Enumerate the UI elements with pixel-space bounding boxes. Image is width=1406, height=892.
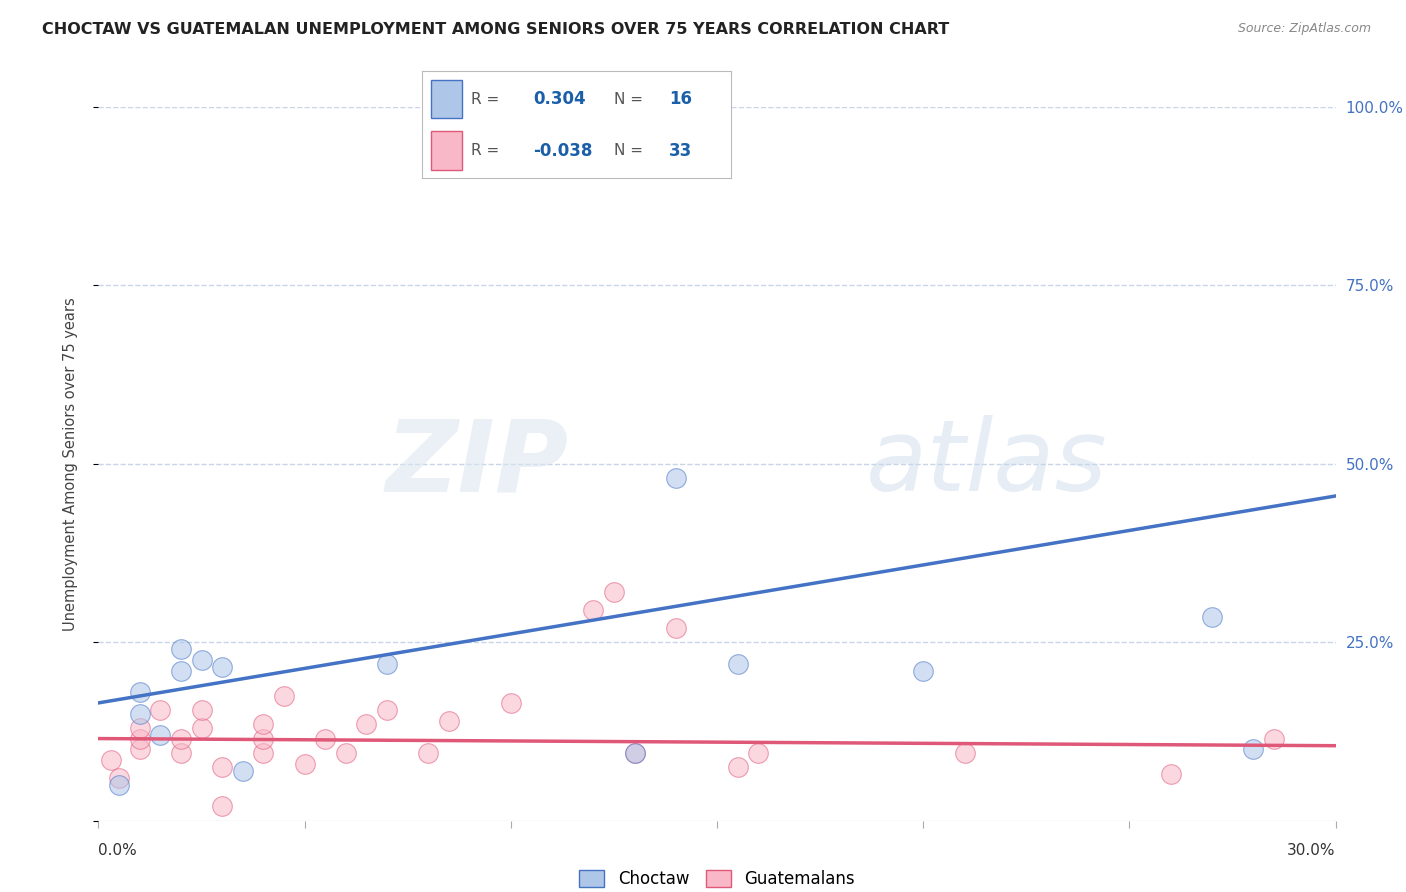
Text: 33: 33: [669, 142, 693, 160]
Point: [170, 731, 193, 746]
Point: [727, 760, 749, 774]
Point: [623, 746, 645, 760]
Point: [1263, 731, 1285, 746]
Point: [1160, 767, 1182, 781]
Point: [747, 746, 769, 760]
Legend: Choctaw, Guatemalans: Choctaw, Guatemalans: [572, 863, 862, 892]
Point: [170, 746, 193, 760]
Point: [170, 642, 193, 657]
Point: [273, 689, 295, 703]
Point: [418, 746, 440, 760]
Point: [211, 760, 233, 774]
Text: -0.038: -0.038: [533, 142, 592, 160]
Point: [128, 685, 150, 699]
Point: [623, 746, 645, 760]
Text: 0.0%: 0.0%: [98, 843, 138, 858]
Bar: [432, 80, 463, 119]
Point: [170, 664, 193, 678]
Text: R =: R =: [471, 143, 499, 158]
Point: [190, 703, 212, 717]
Point: [190, 653, 212, 667]
Text: N =: N =: [613, 92, 643, 107]
Point: [108, 771, 131, 785]
Point: [149, 703, 172, 717]
Point: [232, 764, 254, 778]
Point: [582, 603, 605, 617]
Point: [211, 799, 233, 814]
Point: [1201, 610, 1223, 624]
Text: atlas: atlas: [866, 416, 1107, 512]
Point: [100, 753, 122, 767]
Point: [128, 731, 150, 746]
Point: [314, 731, 336, 746]
Point: [252, 731, 274, 746]
Text: 30.0%: 30.0%: [1288, 843, 1336, 858]
Text: 16: 16: [669, 90, 692, 108]
Point: [149, 728, 172, 742]
Text: ZIP: ZIP: [385, 416, 568, 512]
Point: [356, 717, 378, 731]
Point: [128, 706, 150, 721]
Point: [108, 778, 131, 792]
Point: [1241, 742, 1264, 756]
Point: [252, 746, 274, 760]
Point: [128, 721, 150, 735]
Text: 0.304: 0.304: [533, 90, 586, 108]
Y-axis label: Unemployment Among Seniors over 75 years: Unemployment Among Seniors over 75 years: [63, 297, 77, 631]
Point: [375, 703, 398, 717]
Text: R =: R =: [471, 92, 499, 107]
Point: [953, 746, 976, 760]
Text: N =: N =: [613, 143, 643, 158]
Text: Source: ZipAtlas.com: Source: ZipAtlas.com: [1237, 22, 1371, 36]
Point: [603, 585, 626, 599]
Point: [727, 657, 749, 671]
Point: [912, 664, 935, 678]
Point: [335, 746, 357, 760]
Point: [128, 742, 150, 756]
Point: [211, 660, 233, 674]
Bar: [432, 131, 463, 169]
Point: [437, 714, 460, 728]
Point: [252, 717, 274, 731]
Point: [665, 621, 688, 635]
Point: [499, 696, 522, 710]
Point: [665, 471, 688, 485]
Point: [294, 756, 316, 771]
Point: [190, 721, 212, 735]
Point: [375, 657, 398, 671]
Text: CHOCTAW VS GUATEMALAN UNEMPLOYMENT AMONG SENIORS OVER 75 YEARS CORRELATION CHART: CHOCTAW VS GUATEMALAN UNEMPLOYMENT AMONG…: [42, 22, 949, 37]
